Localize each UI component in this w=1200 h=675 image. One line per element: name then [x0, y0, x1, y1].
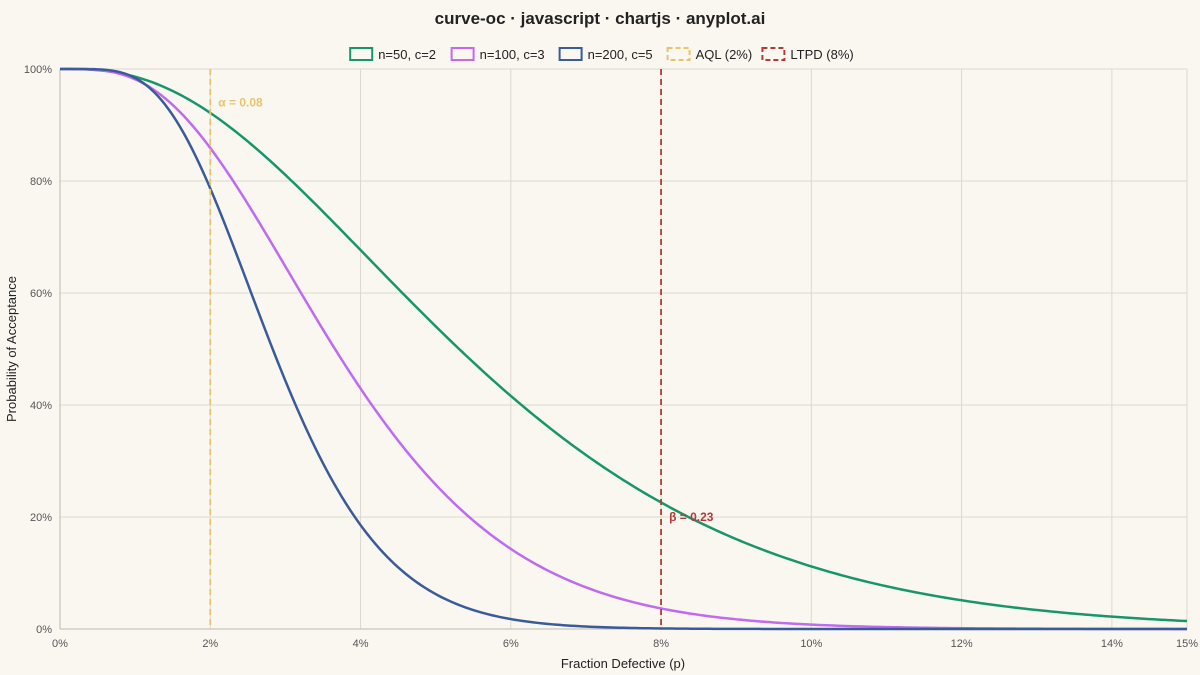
series-lines	[60, 67, 1188, 631]
grid	[59, 68, 1188, 630]
legend-label: AQL (2%)	[696, 47, 753, 62]
y-tick-label: 0%	[36, 624, 52, 636]
x-tick-label: 10%	[800, 638, 822, 650]
annotations: α = 0.08 β = 0.23	[218, 96, 713, 524]
y-tick-label: 100%	[24, 64, 52, 76]
beta-annotation: β = 0.23	[669, 510, 714, 524]
reference-lines	[209, 69, 662, 629]
legend-label: n=50, c=2	[378, 47, 436, 62]
y-tick-label: 40%	[30, 400, 52, 412]
x-tick-label: 15%	[1176, 638, 1198, 650]
y-axis-label: Probability of Acceptance	[4, 276, 19, 422]
x-tick-label: 6%	[503, 638, 519, 650]
y-tick-label: 80%	[30, 176, 52, 188]
x-tick-label: 4%	[353, 638, 369, 650]
legend-swatch	[761, 47, 786, 61]
alpha-annotation: α = 0.08	[218, 96, 263, 110]
chart-title: curve-oc · javascript · chartjs · anyplo…	[435, 9, 766, 28]
legend-item: n=100, c=3	[450, 47, 545, 62]
legend-label: n=200, c=5	[588, 47, 653, 62]
x-tick-label: 2%	[202, 638, 218, 650]
series-line-n-200-c-5	[60, 67, 1187, 631]
x-tick-label: 8%	[653, 638, 669, 650]
legend-item: AQL (2%)	[666, 47, 753, 62]
legend-label: n=100, c=3	[480, 47, 545, 62]
legend: n=50, c=2 n=100, c=3 n=200, c=5 AQL (2%) LTP…	[349, 47, 854, 62]
x-tick-label: 14%	[1101, 638, 1123, 650]
legend-item: n=200, c=5	[558, 47, 653, 62]
x-tick-label: 0%	[52, 638, 68, 650]
series-line-n-50-c-2	[60, 67, 1188, 623]
legend-swatch	[558, 47, 583, 61]
tick-labels: 0% 2% 4% 6% 8% 10% 12% 14% 15% 0% 20% 40% 60% 80% 100%	[24, 64, 1198, 650]
x-tick-label: 12%	[951, 638, 973, 650]
legend-item: LTPD (8%)	[761, 47, 854, 62]
legend-item: n=50, c=2	[349, 47, 436, 62]
legend-swatch	[666, 47, 691, 61]
legend-swatch	[349, 47, 374, 61]
series-line-n-100-c-3	[60, 67, 1187, 631]
y-tick-label: 20%	[30, 512, 52, 524]
x-axis-label: Fraction Defective (p)	[561, 656, 685, 671]
y-tick-label: 60%	[30, 288, 52, 300]
legend-label: LTPD (8%)	[790, 47, 853, 62]
legend-swatch	[450, 47, 475, 61]
